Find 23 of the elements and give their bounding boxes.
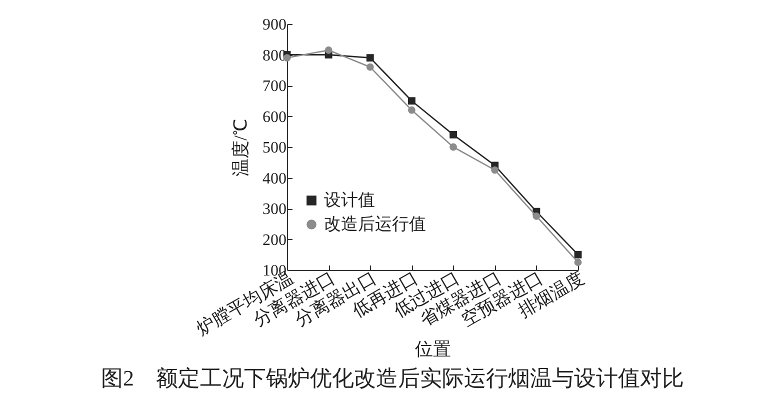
point (491, 166, 499, 174)
point (532, 212, 540, 220)
point (408, 106, 416, 114)
y-tick-label: 500 (262, 140, 286, 156)
point (574, 250, 582, 258)
y-tick-label: 300 (262, 201, 286, 218)
y-tick-label: 900 (262, 16, 286, 34)
point (450, 130, 457, 138)
legend-label: 设计值 (324, 190, 375, 210)
y-tick-label: 200 (262, 232, 286, 249)
y-tick-label: 700 (262, 78, 286, 95)
point (324, 46, 332, 54)
point (366, 63, 374, 71)
point (408, 97, 416, 105)
point (574, 258, 582, 266)
point (450, 143, 457, 151)
y-tick-label: 400 (262, 170, 286, 188)
y-tick-label: 600 (262, 108, 286, 126)
point (366, 54, 374, 62)
text: 图2 额定工况下锅炉优化改造后实际运行烟温与设计值对比 (101, 366, 684, 391)
legend-label: 改造后运行值 (324, 214, 426, 234)
y-axis-title: 温度/℃ (230, 118, 250, 177)
x-axis-title: 位置 (415, 339, 451, 360)
